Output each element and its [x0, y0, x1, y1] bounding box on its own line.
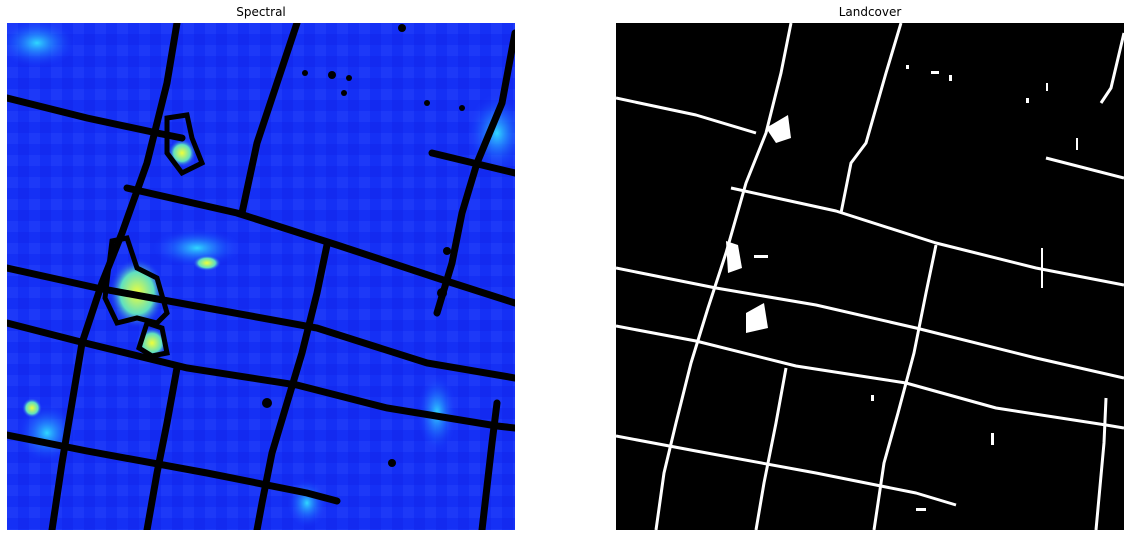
spectral-image — [7, 23, 515, 530]
spectral-title: Spectral — [236, 5, 286, 19]
landcover-panel: Landcover — [616, 0, 1124, 537]
spectral-panel: Spectral — [7, 0, 515, 537]
landcover-image — [616, 23, 1124, 530]
landcover-title: Landcover — [838, 5, 902, 19]
